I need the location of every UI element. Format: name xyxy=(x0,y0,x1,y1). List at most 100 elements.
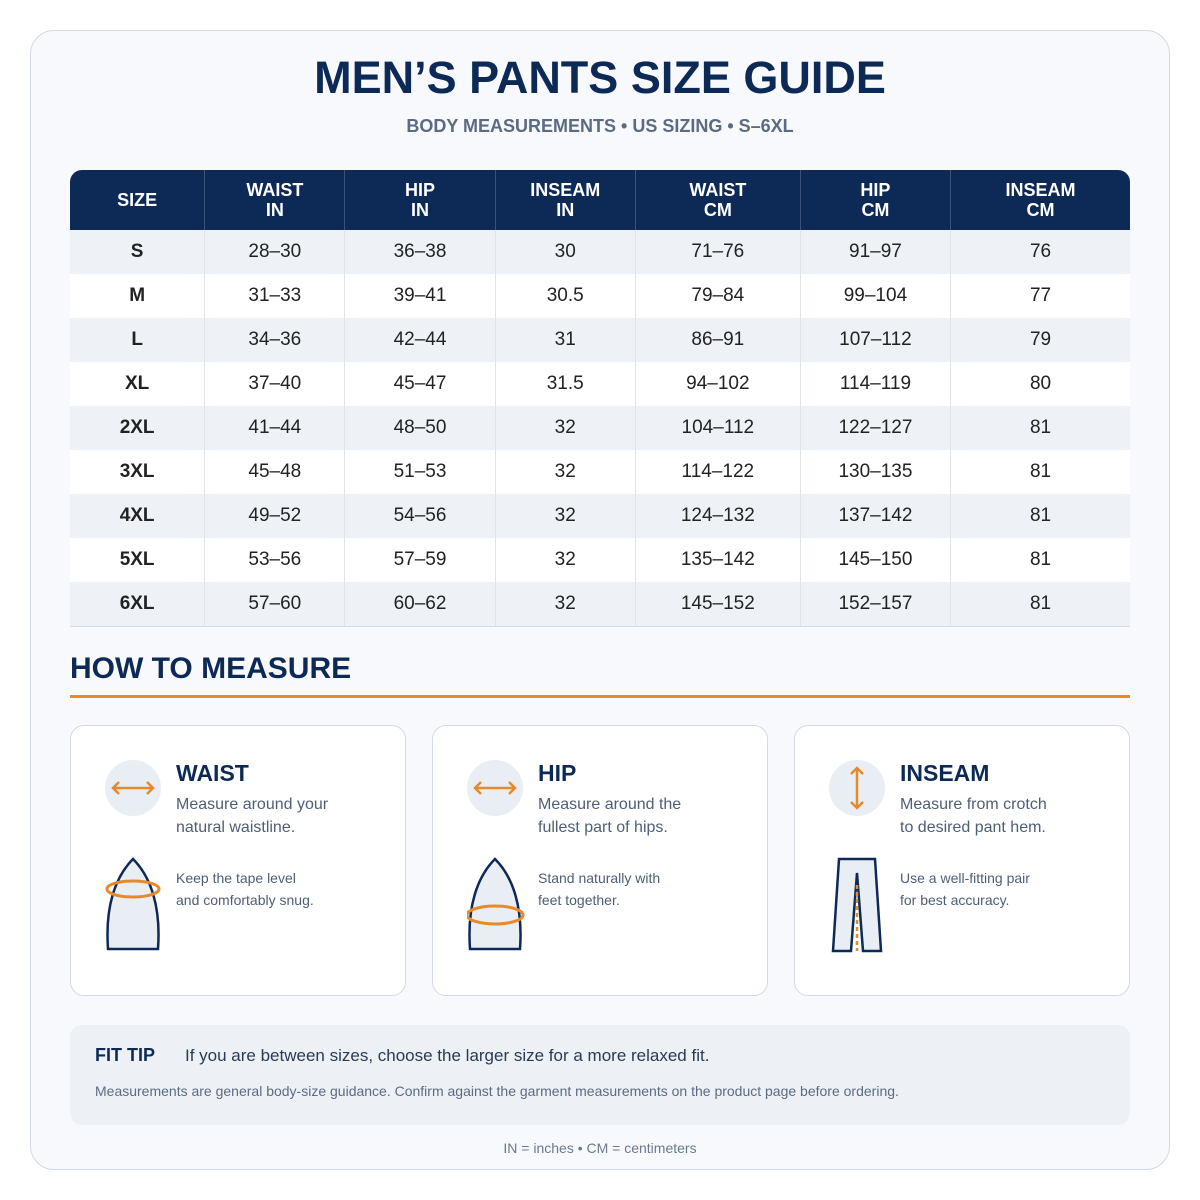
value-cell: 31.5 xyxy=(496,362,636,406)
value-cell: 137–142 xyxy=(801,494,952,538)
value-cell: 48–50 xyxy=(345,406,496,450)
value-cell: 122–127 xyxy=(801,406,952,450)
header-row: SIZE WAIST IN HIP IN INSEAM IN WAIST CM HIP CM INSE… xyxy=(70,170,1130,230)
column-header: SIZE xyxy=(70,170,206,230)
size-cell: 5XL xyxy=(70,538,206,582)
measure-description: Measure from crotch to desired pant hem. xyxy=(900,793,1047,839)
size-cell: L xyxy=(70,318,206,362)
column-header-line: HIP xyxy=(860,180,891,200)
size-table: SIZE WAIST IN HIP IN INSEAM IN WAIST CM HIP CM INSE… xyxy=(70,170,1130,627)
column-header-line: INSEAM xyxy=(530,180,601,200)
column-header: WAIST CM xyxy=(636,170,801,230)
value-cell: 81 xyxy=(1029,593,1052,614)
value-cell: 107–112 xyxy=(801,318,952,362)
measure-description: Measure around your natural waistline. xyxy=(176,793,328,839)
value-cell: 32 xyxy=(496,406,636,450)
value-cell: 60–62 xyxy=(345,582,496,626)
value-cell: 45–48 xyxy=(205,450,346,494)
body-figure xyxy=(105,857,165,955)
table-row: 5XL 53–56 57–59 32 135–142 145–150 81 xyxy=(70,538,1130,582)
column-header-line: SIZE xyxy=(117,190,158,210)
value-cell: 31 xyxy=(496,318,636,362)
value-cell: 130–135 xyxy=(801,450,952,494)
column-header: INSEAM IN xyxy=(496,170,636,230)
value-cell: 81 xyxy=(1029,417,1052,438)
value-cell: 32 xyxy=(496,494,636,538)
value-cell: 76 xyxy=(1029,241,1052,262)
size-cell: 4XL xyxy=(70,494,206,538)
value-cell: 32 xyxy=(496,450,636,494)
value-cell: 80 xyxy=(1029,373,1052,394)
column-header-line: WAIST xyxy=(246,180,304,200)
column-header-line: INSEAM xyxy=(1005,180,1076,200)
measure-tip: Use a well-fitting pair for best accuracy… xyxy=(900,867,1030,911)
measure-icon xyxy=(827,758,887,818)
footer: IN = inches • CM = centimeters xyxy=(503,1140,697,1156)
description-line: fullest part of hips. xyxy=(538,819,668,836)
fit-tip-label: FIT TIP xyxy=(95,1045,155,1065)
measure-tip: Keep the tape level and comfortably snug. xyxy=(176,867,314,911)
value-cell: 71–76 xyxy=(636,230,801,274)
value-cell: 94–102 xyxy=(636,362,801,406)
value-cell: 57–60 xyxy=(205,582,346,626)
tip-line: Stand naturally with xyxy=(538,870,661,886)
value-cell: 49–52 xyxy=(205,494,346,538)
table-row: M 31–33 39–41 30.5 79–84 99–104 77 xyxy=(70,274,1130,318)
column-header-line: HIP xyxy=(405,180,436,200)
description-line: to desired pant hem. xyxy=(900,819,1046,836)
value-cell: 124–132 xyxy=(636,494,801,538)
value-cell: 91–97 xyxy=(801,230,952,274)
table-row: 3XL 45–48 51–53 32 114–122 130–135 81 xyxy=(70,450,1130,494)
title: MEN’S PANTS SIZE GUIDE xyxy=(314,52,886,103)
size-cell: 6XL xyxy=(70,582,206,626)
measure-icon xyxy=(103,758,163,818)
size-cell: 2XL xyxy=(70,406,206,450)
fit-tip-note: Measurements are general body-size guida… xyxy=(95,1083,899,1099)
tip-line: for best accuracy. xyxy=(900,892,1010,908)
size-cell: M xyxy=(70,274,206,318)
table-row: S 28–30 36–38 30 71–76 91–97 76 xyxy=(70,230,1130,274)
value-cell: 41–44 xyxy=(205,406,346,450)
fit-tip-text: If you are between sizes, choose the lar… xyxy=(185,1046,710,1065)
value-cell: 99–104 xyxy=(801,274,952,318)
value-cell: 36–38 xyxy=(345,230,496,274)
value-cell: 32 xyxy=(496,538,636,582)
value-cell: 54–56 xyxy=(345,494,496,538)
size-cell: 3XL xyxy=(70,450,206,494)
value-cell: 145–152 xyxy=(636,582,801,626)
tip-line: and comfortably snug. xyxy=(176,892,314,908)
value-cell: 77 xyxy=(1029,285,1052,306)
column-header-line: CM xyxy=(861,200,890,220)
measure-title: INSEAM xyxy=(900,760,990,786)
measure-title: HIP xyxy=(538,760,577,786)
value-cell: 45–47 xyxy=(345,362,496,406)
value-cell: 37–40 xyxy=(205,362,346,406)
value-cell: 79 xyxy=(1029,329,1052,350)
measure-card: INSEAM Measure from crotch to desired pant… xyxy=(794,725,1130,996)
value-cell: 28–30 xyxy=(205,230,346,274)
value-cell: 32 xyxy=(496,582,636,626)
value-cell: 42–44 xyxy=(345,318,496,362)
column-header-line: IN xyxy=(265,200,284,220)
value-cell: 81 xyxy=(1029,461,1052,482)
measure-title: WAIST xyxy=(176,760,249,786)
value-cell: 51–53 xyxy=(345,450,496,494)
value-cell: 34–36 xyxy=(205,318,346,362)
fit-tip-box: FIT TIP If you are between sizes, choose… xyxy=(70,1025,1130,1125)
value-cell: 145–150 xyxy=(801,538,952,582)
measure-icon xyxy=(465,758,525,818)
value-cell: 39–41 xyxy=(345,274,496,318)
column-header-line: WAIST xyxy=(689,180,747,200)
column-header: HIP IN xyxy=(345,170,496,230)
value-cell: 114–119 xyxy=(801,362,952,406)
value-cell: 86–91 xyxy=(636,318,801,362)
column-header: INSEAM CM xyxy=(951,170,1130,230)
value-cell: 152–157 xyxy=(801,582,952,626)
column-header-line: IN xyxy=(411,200,430,220)
tip-line: Keep the tape level xyxy=(176,870,296,886)
description-line: natural waistline. xyxy=(176,819,296,836)
table-row: 2XL 41–44 48–50 32 104–112 122–127 81 xyxy=(70,406,1130,450)
heading-rule xyxy=(70,695,1130,698)
value-cell: 114–122 xyxy=(636,450,801,494)
